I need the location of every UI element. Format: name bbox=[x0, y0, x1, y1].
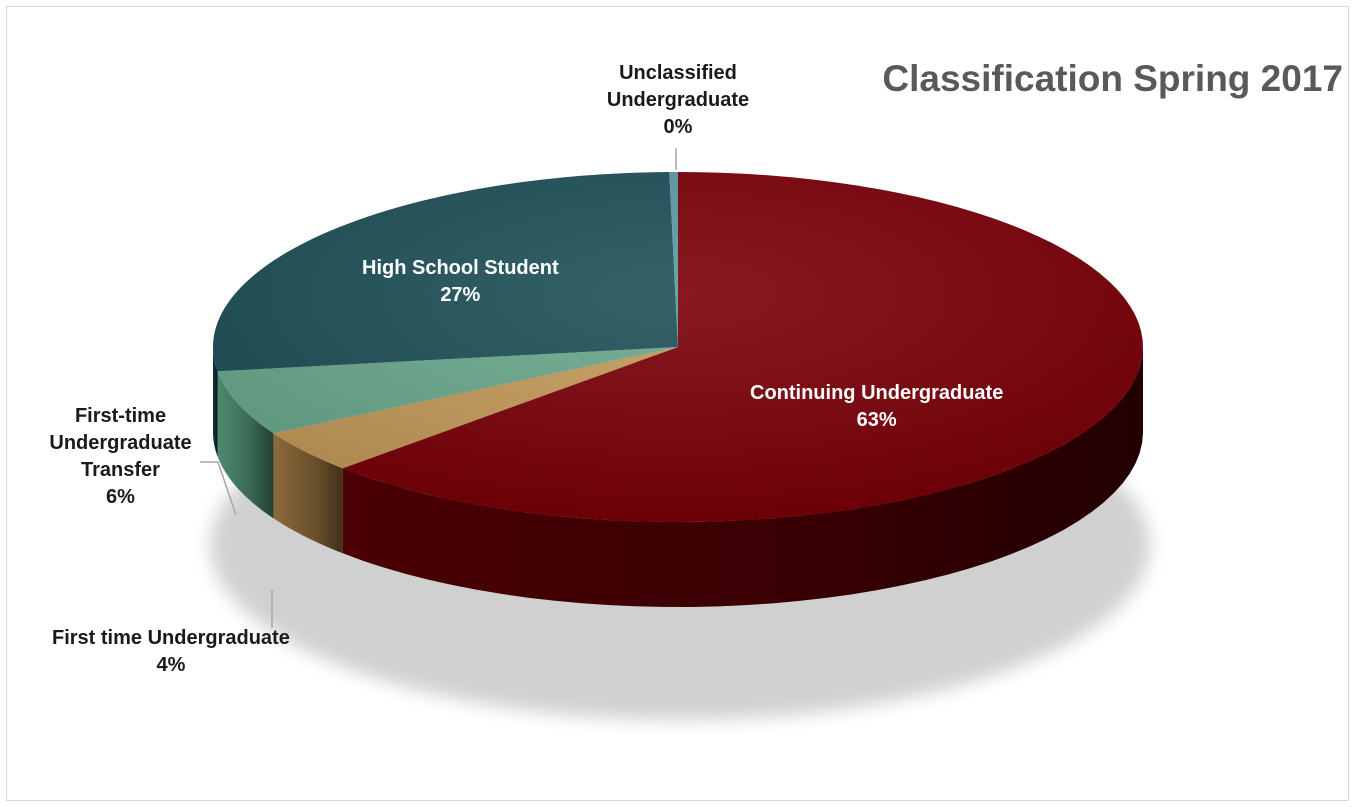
data-label-unclassified-undergraduate: Unclassified Undergraduate 0% bbox=[598, 60, 758, 141]
data-label-first-time-undergraduate: First time Undergraduate 4% bbox=[52, 625, 290, 679]
slice-label-percent: 6% bbox=[106, 486, 135, 508]
slice-label-name: High School Student bbox=[362, 257, 559, 279]
slice-label-percent: 0% bbox=[663, 116, 693, 138]
data-label-first-time-undergraduate-transfer: First-time Undergraduate Transfer 6% bbox=[38, 403, 203, 511]
slice-label-name: First time Undergraduate bbox=[52, 627, 290, 649]
data-label-continuing-undergraduate: Continuing Undergraduate 63% bbox=[750, 380, 1003, 434]
slice-label-percent: 63% bbox=[856, 409, 897, 431]
leader-lines bbox=[200, 148, 677, 628]
data-label-high-school-student: High School Student 27% bbox=[362, 255, 559, 309]
slice-label-name: Continuing Undergraduate bbox=[750, 382, 1004, 404]
chart-title: Classification Spring 2017 bbox=[882, 58, 1343, 99]
slice-label-name: First-time Undergraduate Transfer bbox=[49, 405, 192, 481]
pie-tops bbox=[213, 172, 1143, 522]
slice-label-percent: 27% bbox=[440, 284, 481, 306]
pie-side-shade bbox=[342, 347, 1143, 607]
slice-label-name: Unclassified Undergraduate bbox=[606, 62, 750, 111]
leader-line-transfer bbox=[200, 461, 237, 516]
slice-label-percent: 4% bbox=[156, 654, 186, 676]
